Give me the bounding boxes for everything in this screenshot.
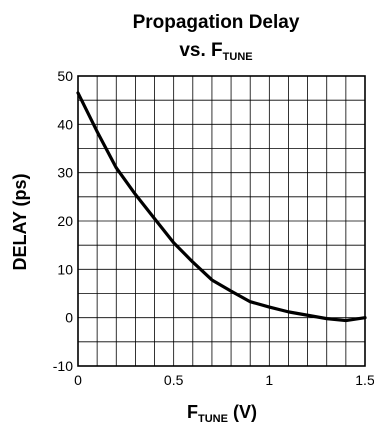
chart-title-line1: Propagation Delay bbox=[133, 12, 300, 33]
y-axis-label: DELAY (ps) bbox=[10, 173, 30, 270]
y-tick-label: 30 bbox=[57, 165, 73, 181]
y-tick-label: -10 bbox=[53, 358, 73, 374]
y-tick-label: 50 bbox=[57, 68, 73, 84]
chart-title-line2: vs. FTUNE bbox=[179, 40, 252, 63]
x-axis-label-suffix: (V) bbox=[228, 402, 257, 422]
y-tick-label: 10 bbox=[57, 261, 73, 277]
chart-title-line2-prefix: vs. F bbox=[179, 40, 222, 61]
y-tick-label: 40 bbox=[57, 116, 73, 132]
plot-frame bbox=[77, 75, 366, 367]
x-axis-label-subscript: TUNE bbox=[198, 413, 228, 425]
y-tick-label: 20 bbox=[57, 213, 73, 229]
series-line-0 bbox=[76, 91, 367, 323]
x-tick-label: 0 bbox=[74, 372, 82, 388]
series-layer bbox=[76, 91, 367, 323]
y-tick-label: 0 bbox=[65, 310, 73, 326]
x-tick-label: 0.5 bbox=[164, 372, 184, 388]
x-tick-label: 1 bbox=[265, 372, 273, 388]
x-axis-label: FTUNE (V) bbox=[187, 402, 257, 425]
grid bbox=[78, 76, 365, 366]
x-tick-label: 1.5 bbox=[355, 372, 374, 388]
chart-title-line2-subscript: TUNE bbox=[223, 51, 253, 63]
x-axis-label-prefix: F bbox=[187, 402, 198, 422]
